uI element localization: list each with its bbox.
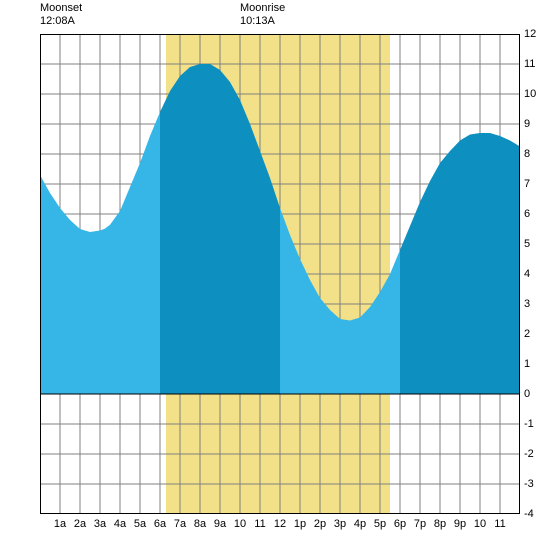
moonset-title: Moonset (40, 2, 82, 15)
y-tick-label: 6 (524, 208, 530, 220)
x-tick-label: 1a (54, 518, 66, 530)
x-tick-label: 2a (74, 518, 86, 530)
moonrise-label: Moonrise 10:13A (240, 2, 285, 28)
y-tick-label: 1 (524, 358, 530, 370)
y-axis: -4-3-2-10123456789101112 (524, 34, 548, 514)
x-tick-label: 6a (154, 518, 166, 530)
x-tick-label: 4a (114, 518, 126, 530)
plot-svg (40, 34, 520, 514)
y-tick-label: -1 (524, 418, 534, 430)
x-tick-label: 7a (174, 518, 186, 530)
y-tick-label: 3 (524, 298, 530, 310)
x-tick-label: 4p (354, 518, 366, 530)
x-tick-label: 7p (414, 518, 426, 530)
y-tick-label: 5 (524, 238, 530, 250)
tide-chart: Moonset 12:08A Moonrise 10:13A 1a 2a 3a 4a 5… (0, 0, 550, 550)
y-tick-label: -4 (524, 508, 534, 520)
y-tick-label: 9 (524, 118, 530, 130)
y-tick-label: 2 (524, 328, 530, 340)
x-tick-label: 10 (474, 518, 486, 530)
y-tick-label: -3 (524, 478, 534, 490)
x-tick-label: 3p (334, 518, 346, 530)
x-tick-label: 1p (294, 518, 306, 530)
y-tick-label: 8 (524, 148, 530, 160)
x-tick-label: 12 (274, 518, 286, 530)
y-tick-label: 4 (524, 268, 530, 280)
y-tick-label: 7 (524, 178, 530, 190)
x-tick-label: 8p (434, 518, 446, 530)
y-tick-label: 0 (524, 388, 530, 400)
x-tick-label: 11 (494, 518, 505, 530)
moonrise-time: 10:13A (240, 15, 285, 28)
y-tick-label: 10 (524, 88, 536, 100)
x-tick-label: 10 (234, 518, 246, 530)
y-tick-label: 12 (524, 28, 536, 40)
x-tick-label: 5a (134, 518, 146, 530)
plot-area (40, 34, 520, 514)
y-tick-label: 11 (524, 58, 535, 70)
x-tick-label: 3a (94, 518, 106, 530)
x-tick-label: 5p (374, 518, 386, 530)
x-tick-label: 8a (194, 518, 206, 530)
x-tick-label: 9p (454, 518, 466, 530)
x-tick-label: 9a (214, 518, 226, 530)
y-tick-label: -2 (524, 448, 534, 460)
x-tick-label: 11 (254, 518, 265, 530)
x-axis: 1a 2a 3a 4a 5a 6a 7a 8a 9a 10 11 12 1p 2p 3p 4p 5p 6p 7p 8p… (40, 518, 520, 534)
moonrise-title: Moonrise (240, 2, 285, 15)
moonset-time: 12:08A (40, 15, 82, 28)
x-tick-label: 6p (394, 518, 406, 530)
x-tick-label: 2p (314, 518, 326, 530)
moonset-label: Moonset 12:08A (40, 2, 82, 28)
